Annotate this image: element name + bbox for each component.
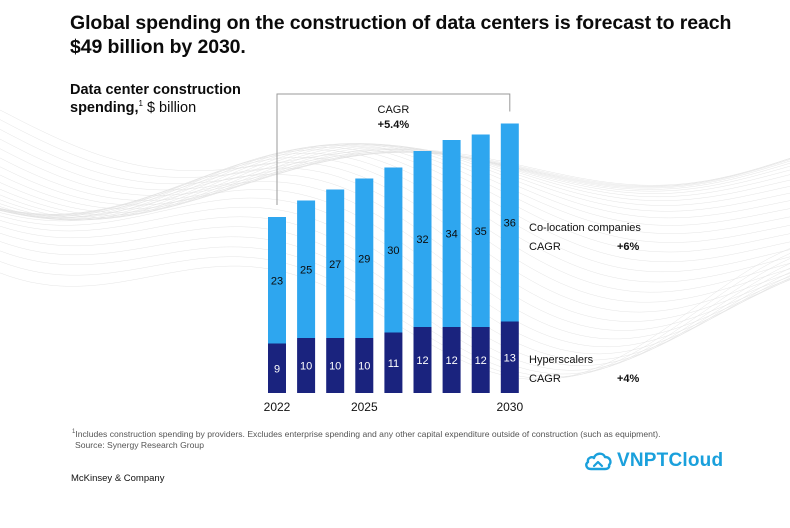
data-label-colocation-2024: 27 bbox=[329, 259, 341, 271]
x-tick-label-2025: 2025 bbox=[351, 400, 378, 414]
data-label-colocation-2026: 30 bbox=[387, 245, 399, 257]
x-tick-label-2030: 2030 bbox=[496, 400, 523, 414]
data-label-hyperscalers-2027: 12 bbox=[416, 355, 428, 367]
legend-colocation-cagr-value: +6% bbox=[617, 241, 640, 253]
data-label-colocation-2025: 29 bbox=[358, 253, 370, 265]
legend-colocation-cagr-label: CAGR bbox=[529, 241, 561, 253]
data-label-hyperscalers-2029: 12 bbox=[475, 355, 487, 367]
legend-hyperscalers-name: Hyperscalers bbox=[529, 354, 594, 366]
total-cagr-label: CAGR bbox=[378, 104, 410, 116]
data-label-colocation-2023: 25 bbox=[300, 264, 312, 276]
legend-colocation-name: Co-location companies bbox=[529, 222, 641, 234]
data-label-hyperscalers-2028: 12 bbox=[445, 355, 457, 367]
total-cagr-value: +5.4% bbox=[378, 119, 410, 131]
data-label-colocation-2022: 23 bbox=[271, 275, 283, 287]
legend-hyperscalers-cagr-value: +4% bbox=[617, 373, 640, 385]
data-label-colocation-2030: 36 bbox=[504, 218, 516, 230]
data-label-hyperscalers-2024: 10 bbox=[329, 361, 341, 373]
data-label-hyperscalers-2026: 11 bbox=[388, 358, 399, 370]
data-label-colocation-2028: 34 bbox=[445, 229, 457, 241]
stacked-bar-chart: 9 23 2022 10 25 10 27 10 29 2025 11 30 12 32 12 34 12 35 1… bbox=[0, 0, 790, 528]
legend-hyperscalers-cagr-label: CAGR bbox=[529, 373, 561, 385]
data-label-colocation-2027: 32 bbox=[416, 234, 428, 246]
data-label-hyperscalers-2023: 10 bbox=[300, 361, 312, 373]
x-tick-label-2022: 2022 bbox=[264, 400, 291, 414]
data-label-hyperscalers-2030: 13 bbox=[504, 352, 516, 364]
data-label-colocation-2029: 35 bbox=[475, 226, 487, 238]
data-label-hyperscalers-2022: 9 bbox=[274, 363, 280, 375]
data-label-hyperscalers-2025: 10 bbox=[358, 361, 370, 373]
